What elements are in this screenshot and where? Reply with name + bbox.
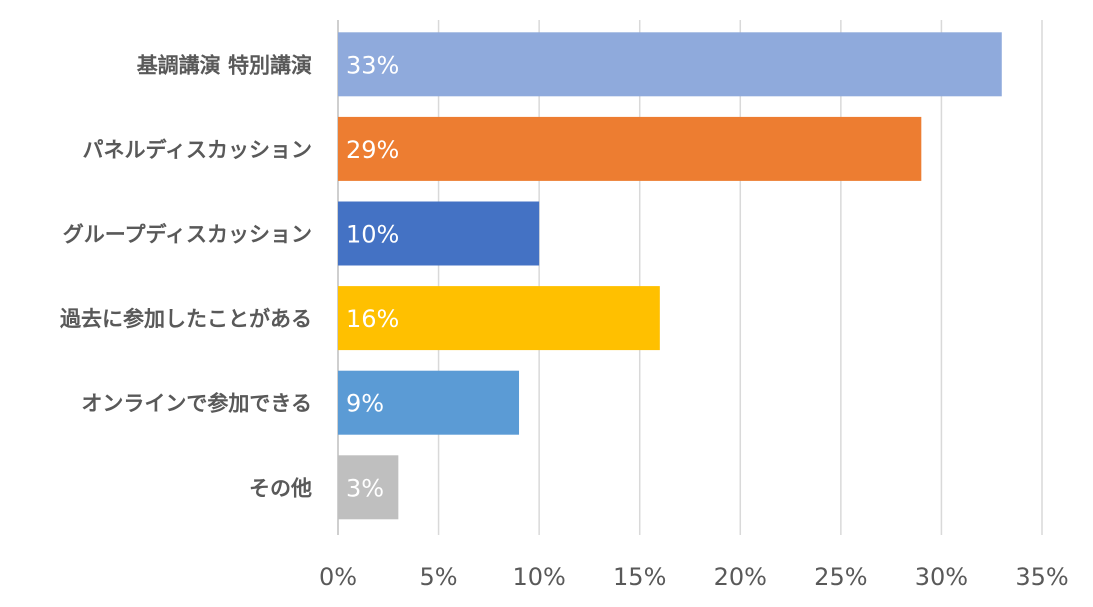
x-tick-label: 10% [512,563,565,591]
gridlines [337,20,1043,535]
x-tick-label: 25% [814,563,867,591]
bar [338,455,399,520]
bar [338,370,520,435]
x-axis-tick-labels: 0% 5% 10% 15% 20% 25% 30% 35% [319,563,1069,591]
bar [338,201,540,266]
bar-data-label: 10% [346,221,399,249]
x-tick-label: 15% [613,563,666,591]
category-label: 過去に参加したことがある [60,307,312,331]
x-tick-label: 5% [420,563,458,591]
bar-data-label: 9% [346,390,384,418]
category-label: グループディスカッション [63,223,312,247]
bar-data-label: 33% [346,51,399,79]
x-tick-label: 0% [319,563,357,591]
data-labels: 33% 29% 10% 16% 9% 3% [346,51,399,502]
bar-data-label: 3% [346,474,384,502]
bar [338,116,922,181]
bar-data-label: 29% [346,136,399,164]
category-label: その他 [249,476,312,500]
x-tick-label: 20% [714,563,767,591]
bars [338,32,1002,520]
x-tick-label: 35% [1015,563,1068,591]
bar [338,32,1002,97]
category-label: 基調講演 特別講演 [137,53,312,77]
bar [338,286,660,351]
category-label: パネルディスカッション [82,138,312,162]
x-tick-label: 30% [915,563,968,591]
category-label: オンラインで参加できる [81,392,312,416]
bar-data-label: 16% [346,305,399,333]
category-labels: 基調講演 特別講演パネルディスカッショングループディスカッション過去に参加したこ… [60,53,312,500]
